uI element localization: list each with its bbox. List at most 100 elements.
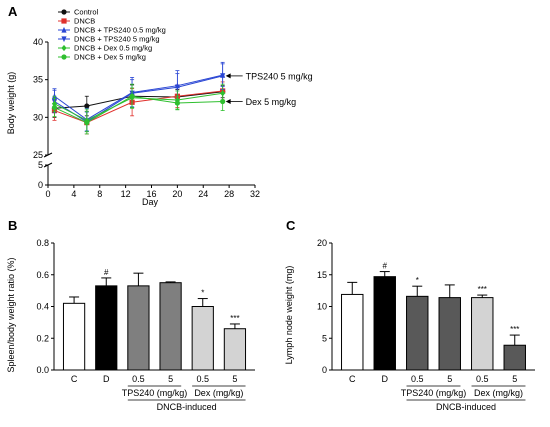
panel-b-category-label: 0.5 xyxy=(132,374,145,384)
panel-a-legend-label: DNCB + TPS240 0.5 mg/kg xyxy=(74,26,166,35)
panel-b-bar xyxy=(191,306,214,371)
panel-a-legend-item: DNCB + Dex 0.5 mg/kg xyxy=(58,44,152,53)
panel-a-data-point xyxy=(220,73,226,79)
panel-b-category-label: D xyxy=(103,374,110,384)
panel-a-y-tick-label: 25 xyxy=(33,150,43,160)
panel-b-bar xyxy=(95,285,118,371)
panel-b-significance-marker: # xyxy=(104,268,109,277)
panel-b-y-tick-label: 0.8 xyxy=(36,238,49,248)
panel-a-y-axis-title: Body weight (g) xyxy=(6,72,16,135)
panel-b-significance-marker: * xyxy=(201,289,204,298)
panel-b-letter: B xyxy=(8,218,17,233)
panel-b-bar xyxy=(159,282,182,371)
panel-b-y-tick-label: 0.4 xyxy=(36,302,49,312)
panel-b-category-label: C xyxy=(71,374,78,384)
panel-c-category-label: D xyxy=(382,374,389,384)
panel-c-bar xyxy=(406,295,429,371)
panel-b-y-tick-label: 0.6 xyxy=(36,270,49,280)
panel-a-data-point xyxy=(84,120,90,126)
panel-a-x-tick-label: 4 xyxy=(71,189,76,199)
panel-c-y-tick-label: 10 xyxy=(317,302,327,312)
panel-c-significance-marker: *** xyxy=(478,285,487,294)
panel-a-y-tick-label: 35 xyxy=(33,75,43,85)
panel-b-category-label: 5 xyxy=(168,374,173,384)
panel-a-legend-item: Control xyxy=(58,8,99,17)
panel-a-legend-label: Control xyxy=(74,8,99,17)
panel-a-data-point xyxy=(174,100,180,106)
panel-c-y-axis-title: Lymph node weight (mg) xyxy=(284,266,294,365)
panel-c-group-label: Dex (mg/kg) xyxy=(474,388,523,398)
panel-b-y-tick-label: 0.0 xyxy=(36,365,49,375)
panel-a-x-tick-label: 0 xyxy=(45,189,50,199)
panel-b-y-tick-label: 0.2 xyxy=(36,333,49,343)
panel-a-legend-marker xyxy=(61,18,67,24)
panel-c-bar xyxy=(438,297,461,371)
panel-c: C Lymph node weight (mg) 0 5 10 15 20 C # D * 0.5… xyxy=(284,218,535,412)
panel-c-category-label: 5 xyxy=(512,374,517,384)
panel-c-significance-marker: # xyxy=(383,262,388,271)
panel-c-bar xyxy=(471,297,494,371)
panel-a-data-point xyxy=(174,84,180,91)
panel-a-legend-marker xyxy=(61,44,67,52)
panel-c-significance-marker: *** xyxy=(510,325,519,334)
panel-c-y-tick-label: 15 xyxy=(317,270,327,280)
panel-b-significance-marker: *** xyxy=(230,314,239,323)
panel-a-y-tick-label: 5 xyxy=(38,160,43,170)
panel-a-data-point xyxy=(51,104,58,111)
panel-a-legend-marker xyxy=(61,26,67,33)
panel-c-letter: C xyxy=(286,218,296,233)
panel-a-legend-item: DNCB + TPS240 0.5 mg/kg xyxy=(58,26,166,35)
panel-c-plot: 0 5 10 15 20 C # D * 0.5 5 *** 0.5 *** 5 TPS240 (mg/kg)… xyxy=(317,238,535,412)
panel-c-bar xyxy=(373,276,396,371)
panel-a-series-1 xyxy=(51,81,226,135)
panel-c-category-label: C xyxy=(349,374,356,384)
panel-a-x-tick-label: 24 xyxy=(198,189,208,199)
panel-a-series-group xyxy=(51,61,226,135)
panel-c-category-label: 0.5 xyxy=(476,374,489,384)
panel-b-bar xyxy=(223,328,247,371)
panel-a-y-tick-label: 30 xyxy=(33,112,43,122)
panel-b-category-label: 0.5 xyxy=(196,374,209,384)
panel-a-legend-label: DNCB + TPS240 5 mg/kg xyxy=(74,35,160,44)
panel-a-series-line xyxy=(54,95,223,124)
panel-a-legend-item: DNCB + Dex 5 mg/kg xyxy=(58,53,146,62)
panel-c-group-label: TPS240 (mg/kg) xyxy=(401,388,467,398)
panel-b-y-axis-title: Spleen/body weight ratio (%) xyxy=(6,257,16,372)
panel-b-group-label: Dex (mg/kg) xyxy=(194,388,243,398)
panel-b: B Spleen/body weight ratio (%) 0.0 0.2 0.4… xyxy=(6,218,255,412)
panel-a-x-tick-label: 32 xyxy=(250,189,260,199)
panel-a-y-tick-label: 0 xyxy=(38,180,43,190)
panel-a-x-tick-label: 20 xyxy=(172,189,182,199)
panel-a-letter: A xyxy=(8,4,18,19)
panel-a-data-point xyxy=(220,98,226,105)
panel-a-axes: 0 4 8 12 16 20 24 28 32 25 30 35 40 0 5 xyxy=(33,37,260,199)
panel-c-y-tick-label: 20 xyxy=(317,238,327,248)
panel-b-category-label: 5 xyxy=(232,374,237,384)
panel-a-legend-label: DNCB + Dex 0.5 mg/kg xyxy=(74,44,152,53)
panel-a-x-axis-title: Day xyxy=(142,197,159,207)
panel-a-data-point xyxy=(129,93,135,99)
panel-a-legend-label: DNCB + Dex 5 mg/kg xyxy=(74,53,146,62)
panel-a-annotation-label: Dex 5 mg/kg xyxy=(246,97,297,107)
panel-c-category-label: 5 xyxy=(447,374,452,384)
panel-b-group-label: TPS240 (mg/kg) xyxy=(122,388,188,398)
panel-a-series-5 xyxy=(51,83,226,135)
panel-a-y-tick-label: 40 xyxy=(33,37,43,47)
panel-b-footer-label: DNCB-induced xyxy=(157,402,217,412)
panel-a-x-tick-label: 8 xyxy=(97,189,102,199)
panel-c-footer-label: DNCB-induced xyxy=(436,402,496,412)
panel-a-legend-marker xyxy=(61,54,67,60)
panel-b-plot: 0.0 0.2 0.4 0.6 0.8 C # D 0.5 5 * 0.5 *** 5 TPS240 (mg… xyxy=(36,238,255,412)
panel-a-data-point xyxy=(84,103,90,109)
panel-a-annotations: TPS240 5 mg/kg Dex 5 mg/kg xyxy=(225,71,313,107)
panel-a-annotation-arrow-head xyxy=(225,99,231,105)
panel-a-x-tick-label: 12 xyxy=(121,189,131,199)
panel-a-legend-marker xyxy=(61,9,67,15)
panel-a-annotation-label: TPS240 5 mg/kg xyxy=(246,71,313,81)
panel-a-annotation-arrow-head xyxy=(225,73,231,79)
panel-a-legend-item: DNCB + TPS240 5 mg/kg xyxy=(58,35,160,44)
panel-c-significance-marker: * xyxy=(416,276,419,285)
panel-a-x-tick-label: 28 xyxy=(224,189,234,199)
